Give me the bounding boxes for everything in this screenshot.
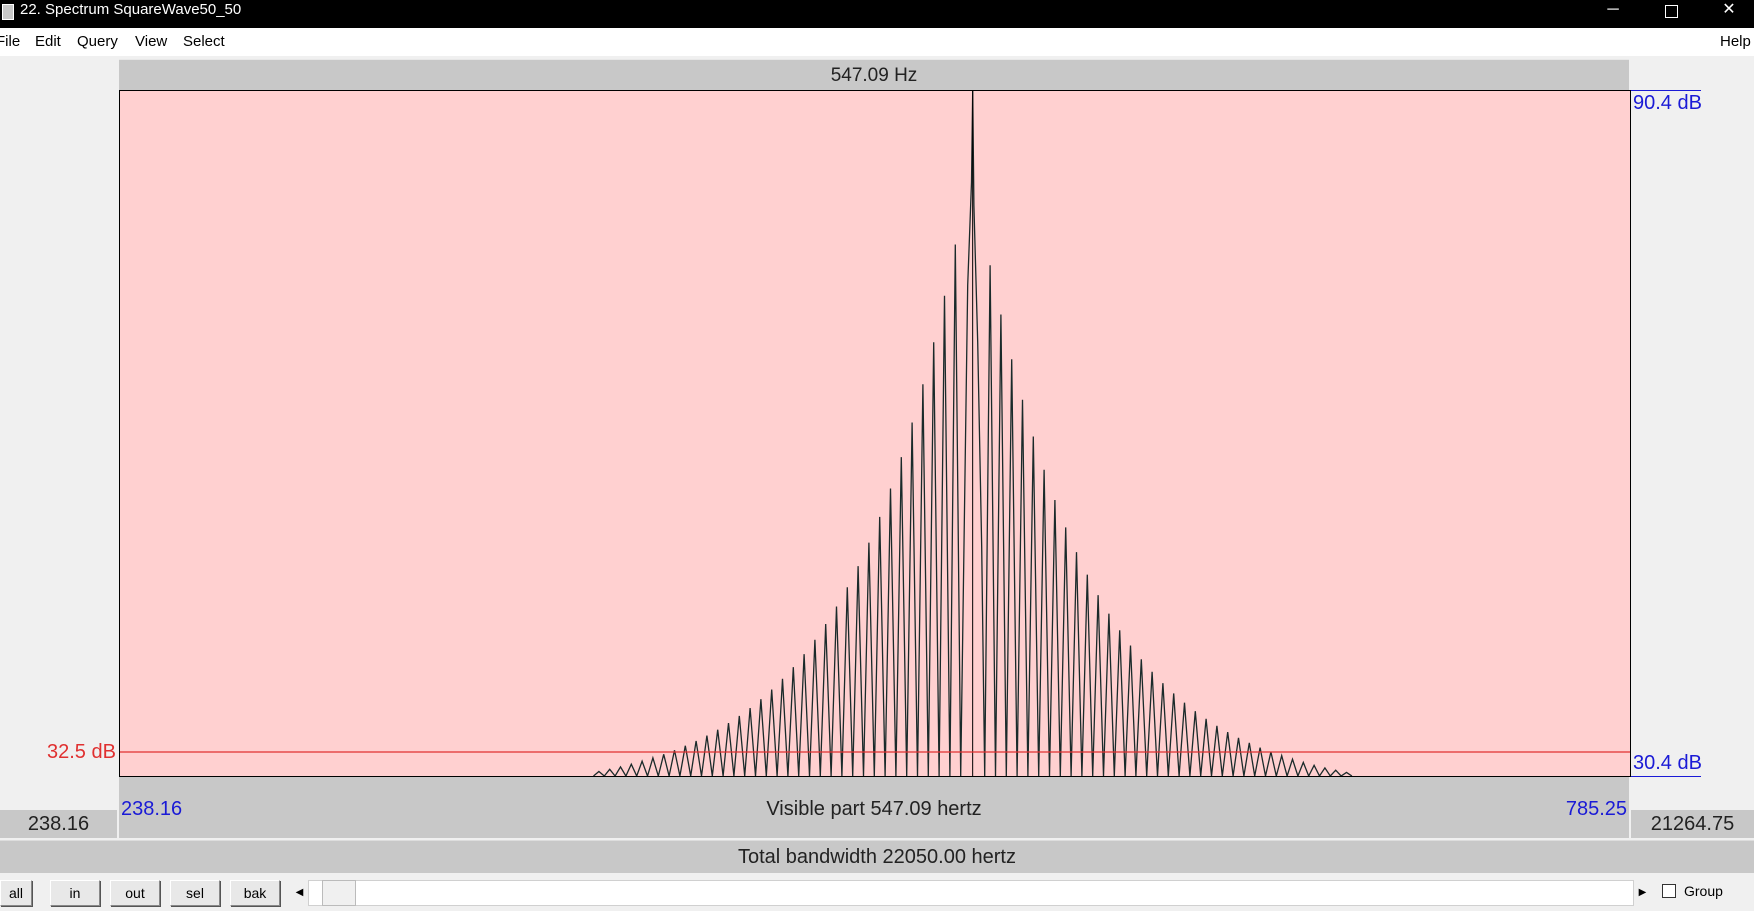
total-left-value[interactable]: 238.16 (0, 810, 117, 838)
zoom-toolbar: all in out sel bak ◀ ▶ Group (0, 874, 1754, 911)
maximize-button[interactable] (1648, 0, 1694, 22)
group-checkbox[interactable] (1662, 884, 1676, 898)
total-right-value[interactable]: 21264.75 (1631, 810, 1754, 838)
visible-left-value: 238.16 (121, 798, 183, 820)
group-label: Group (1684, 883, 1723, 899)
db-bottom-label: 30.4 dB (1633, 752, 1702, 774)
window-title: 22. Spectrum SquareWave50_50 (20, 1, 242, 18)
db-bottom-rule (1631, 776, 1701, 777)
scrollbar-thumb[interactable] (322, 880, 356, 906)
menu-file[interactable]: File (0, 33, 21, 50)
zoom-out-button[interactable]: out (110, 880, 160, 906)
visible-part-label: Visible part 547.09 hertz (766, 798, 982, 820)
scroll-left-arrow[interactable]: ◀ (291, 880, 308, 906)
spectrum-chart (120, 91, 1630, 776)
menu-select[interactable]: Select (183, 33, 225, 50)
menu-bar: File Edit Query View Select Help (0, 28, 1754, 56)
app-icon (2, 4, 14, 20)
spectrum-plot[interactable] (119, 90, 1631, 777)
cursor-frequency-bar[interactable]: 547.09 Hz (119, 59, 1629, 91)
visible-range-bar[interactable]: 238.16 Visible part 547.09 hertz 785.25 (119, 777, 1629, 838)
db-top-rule (1631, 90, 1701, 91)
maximize-icon (1664, 5, 1678, 18)
menu-edit[interactable]: Edit (35, 33, 61, 50)
cursor-db-label: 32.5 dB (47, 741, 116, 763)
menu-help[interactable]: Help (1720, 33, 1751, 50)
total-bandwidth-bar[interactable]: Total bandwidth 22050.00 hertz (0, 840, 1754, 873)
zoom-selection-button[interactable]: sel (170, 880, 220, 906)
db-top-label: 90.4 dB (1633, 92, 1702, 114)
zoom-in-button[interactable]: in (50, 880, 100, 906)
close-button[interactable]: ✕ (1722, 1, 1736, 18)
zoom-back-button[interactable]: bak (230, 880, 280, 906)
visible-right-value: 785.25 (1565, 798, 1627, 820)
menu-query[interactable]: Query (77, 33, 118, 50)
menu-view[interactable]: View (135, 33, 168, 50)
minimize-button[interactable]: ─ (1607, 1, 1619, 18)
zoom-all-button[interactable]: all (0, 880, 32, 906)
scroll-right-arrow[interactable]: ▶ (1634, 880, 1651, 906)
spectrum-line (593, 91, 1353, 776)
horizontal-scrollbar[interactable] (308, 880, 1634, 906)
title-bar: 22. Spectrum SquareWave50_50 ─ ✕ (0, 0, 1754, 28)
